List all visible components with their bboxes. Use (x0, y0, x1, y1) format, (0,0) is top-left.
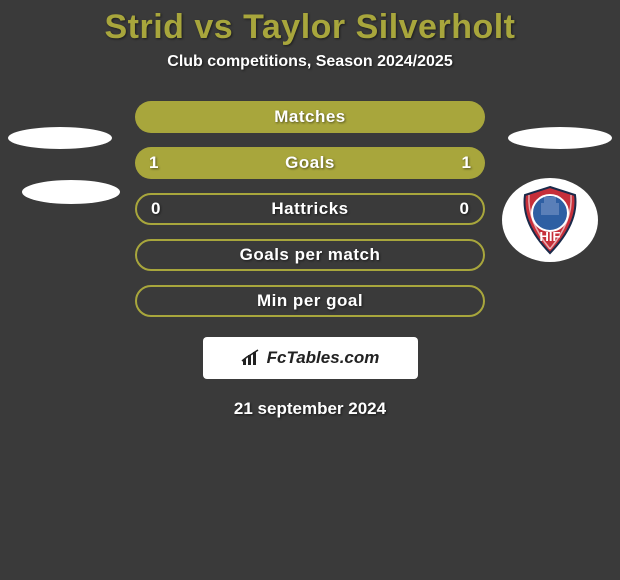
stat-label: Min per goal (137, 291, 483, 311)
stat-label: Goals per match (137, 245, 483, 265)
shield-icon: HIF (513, 183, 587, 257)
stat-value-right: 1 (462, 153, 471, 173)
svg-text:HIF: HIF (540, 229, 561, 244)
date-label: 21 september 2024 (234, 399, 386, 419)
stat-row-matches: Matches (135, 101, 485, 133)
stats-list: Matches 1Goals1 0Hattricks0 Goals per match… (135, 101, 485, 331)
stat-value-left: 1 (149, 153, 158, 173)
stat-label: Hattricks (137, 199, 483, 219)
stat-label: Goals (135, 153, 485, 173)
stat-value-right: 0 (460, 199, 469, 219)
stat-value-left: 0 (151, 199, 160, 219)
bar-chart-icon (241, 349, 263, 367)
placeholder-ellipse-left-top (8, 127, 112, 149)
page-title: Strid vs Taylor Silverholt (104, 8, 515, 47)
stat-row-min-per-goal: Min per goal (135, 285, 485, 317)
club-crest-right: HIF (502, 178, 598, 262)
stat-row-goals-per-match: Goals per match (135, 239, 485, 271)
brand-label: FcTables.com (241, 348, 380, 368)
stat-row-goals: 1Goals1 (135, 147, 485, 179)
brand-text: FcTables.com (267, 348, 380, 368)
placeholder-ellipse-left-bottom (22, 180, 120, 204)
stat-label: Matches (135, 107, 485, 127)
brand-box: FcTables.com (203, 337, 418, 379)
stat-row-hattricks: 0Hattricks0 (135, 193, 485, 225)
placeholder-ellipse-right-top (508, 127, 612, 149)
page-subtitle: Club competitions, Season 2024/2025 (167, 53, 452, 71)
